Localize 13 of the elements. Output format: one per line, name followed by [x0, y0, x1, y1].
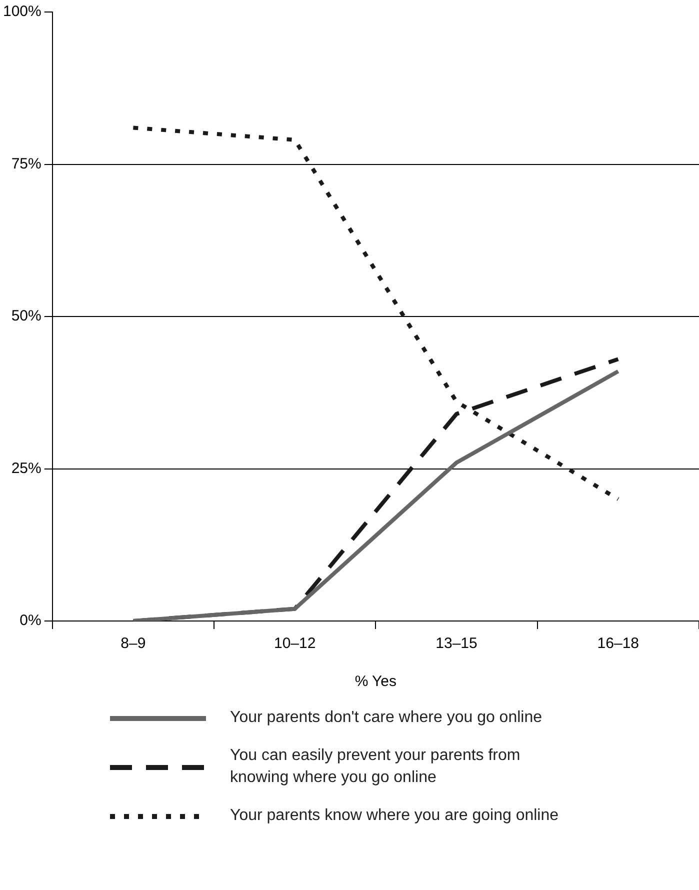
y-tick-label: 25%: [11, 460, 42, 477]
y-tick-label: 50%: [11, 308, 42, 325]
x-tick-label: 13–15: [436, 635, 478, 652]
x-tick-label: 8–9: [120, 635, 146, 652]
x-tick-label: 10–12: [274, 635, 316, 652]
legend-label: Your parents don't care where you go online: [230, 708, 542, 728]
x-axis-title: % Yes: [354, 673, 397, 690]
y-tick-label: 0%: [20, 612, 42, 630]
legend-label: You can easily prevent your parents from knowing where you go online: [230, 746, 522, 788]
legend-label: Your parents know where you are going online: [230, 806, 559, 826]
y-tick-label: 100%: [2, 3, 42, 20]
x-tick-label: 16–18: [597, 635, 640, 652]
y-tick-label: 75%: [11, 155, 42, 172]
